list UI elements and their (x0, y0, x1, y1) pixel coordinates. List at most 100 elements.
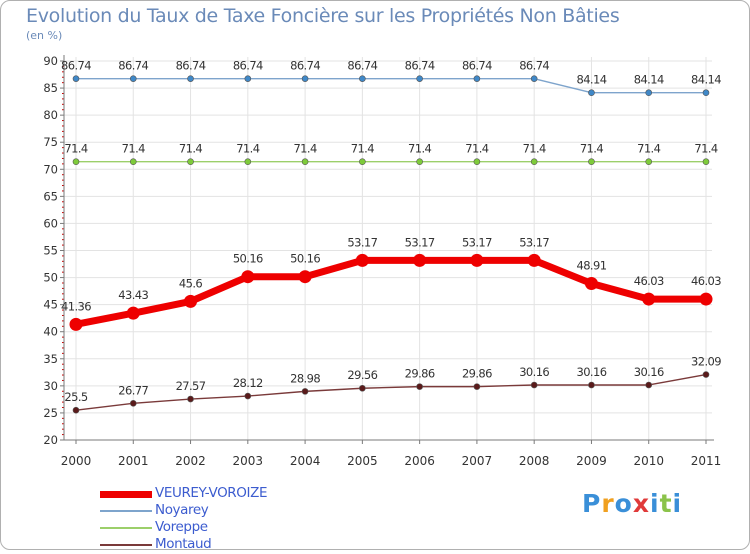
data-point (702, 371, 710, 378)
data-point (301, 75, 309, 82)
data-point (244, 158, 252, 166)
data-label: 71.4 (694, 142, 717, 156)
data-label: 71.4 (465, 142, 488, 156)
data-label: 53.17 (519, 235, 549, 249)
data-point (355, 253, 369, 267)
data-point (473, 158, 481, 166)
data-point (187, 158, 194, 166)
data-point (301, 158, 309, 166)
y-tick-label: 70 (43, 162, 58, 176)
data-label: 32.09 (691, 355, 721, 369)
y-tick-label: 75 (43, 135, 58, 149)
data-label-layer: 41.36 43.43 45.6 50.16 50.16 53.17 53.17 53.17 5… (61, 59, 722, 405)
logo-letter: x (632, 489, 650, 518)
data-point (244, 75, 252, 82)
data-label: 86.74 (176, 59, 206, 73)
data-label: 53.17 (347, 235, 377, 249)
logo-letter: i (672, 489, 683, 518)
y-tick-label: 50 (43, 271, 58, 285)
data-point (413, 253, 427, 267)
data-label: 86.74 (347, 59, 377, 73)
data-label: 30.16 (519, 365, 549, 379)
data-point (244, 392, 252, 400)
data-label: 28.12 (233, 376, 263, 390)
x-tick-label: 2010 (633, 454, 664, 468)
logo-letter: P (582, 489, 602, 518)
unit-label: (en %) (26, 29, 63, 42)
y-tick-label: 55 (43, 244, 58, 258)
logo-letter: o (614, 489, 633, 518)
data-label: 86.74 (233, 59, 263, 73)
data-point (359, 158, 366, 166)
series-line-1 (75, 77, 707, 94)
data-point (129, 158, 137, 166)
data-label: 50.16 (233, 252, 263, 266)
data-label: 53.17 (405, 235, 435, 249)
data-point (126, 306, 140, 320)
data-point (416, 383, 423, 390)
data-point (699, 292, 713, 306)
data-label: 27.57 (176, 379, 206, 393)
data-label: 29.56 (347, 368, 377, 382)
y-tick-label: 20 (43, 433, 58, 447)
data-label: 71.4 (293, 142, 316, 156)
data-point (473, 383, 481, 390)
data-label: 86.74 (61, 59, 91, 73)
data-point (298, 270, 312, 284)
data-label: 26.77 (118, 383, 148, 397)
data-point (642, 292, 656, 306)
data-point (184, 294, 198, 308)
data-point (645, 158, 653, 166)
y-tick-label: 40 (43, 325, 58, 339)
data-label: 71.4 (179, 142, 202, 156)
x-tick-label: 2008 (519, 454, 550, 468)
data-point (702, 158, 710, 166)
data-label: 84.14 (576, 73, 606, 87)
data-label: 71.4 (580, 142, 603, 156)
logo-letter: t (659, 489, 673, 518)
x-tick-label: 2001 (118, 454, 149, 468)
x-tick-label: 2009 (576, 454, 607, 468)
x-tick-label: 2004 (290, 454, 321, 468)
legend-swatch (100, 544, 152, 546)
x-tick-label: 2003 (233, 454, 264, 468)
data-label: 71.4 (64, 142, 87, 156)
data-point (588, 89, 595, 97)
data-label: 86.74 (405, 59, 435, 73)
y-tick-label: 65 (43, 189, 58, 203)
data-label: 71.4 (351, 142, 374, 156)
data-label: 46.03 (634, 274, 664, 288)
data-label: 71.4 (236, 142, 259, 156)
data-point (129, 75, 137, 82)
data-point (359, 75, 366, 82)
data-point (69, 317, 83, 331)
data-point (359, 384, 366, 392)
data-point (301, 388, 309, 395)
y-tick-label: 35 (43, 352, 58, 366)
data-label: 30.16 (576, 365, 606, 379)
grid-layer (64, 57, 712, 441)
series-line-0 (72, 256, 710, 328)
data-point (588, 381, 595, 389)
x-tick-label: 2005 (347, 454, 378, 468)
data-point (72, 406, 80, 414)
data-label: 84.14 (634, 73, 664, 87)
legend-swatch (100, 510, 152, 512)
data-point (702, 89, 710, 97)
data-point (645, 381, 653, 389)
y-tick-label: 30 (43, 379, 58, 393)
data-point (187, 395, 194, 403)
legend-swatch (100, 527, 152, 529)
data-point (645, 89, 653, 97)
data-label: 86.74 (462, 59, 492, 73)
data-label: 71.4 (637, 142, 660, 156)
series-line-3 (75, 373, 707, 411)
data-label: 30.16 (634, 365, 664, 379)
data-label: 53.17 (462, 235, 492, 249)
data-point (416, 158, 423, 166)
y-tick-label: 60 (43, 216, 58, 230)
legend-swatch (100, 491, 152, 498)
data-label: 29.86 (462, 367, 492, 381)
data-label: 29.86 (405, 367, 435, 381)
